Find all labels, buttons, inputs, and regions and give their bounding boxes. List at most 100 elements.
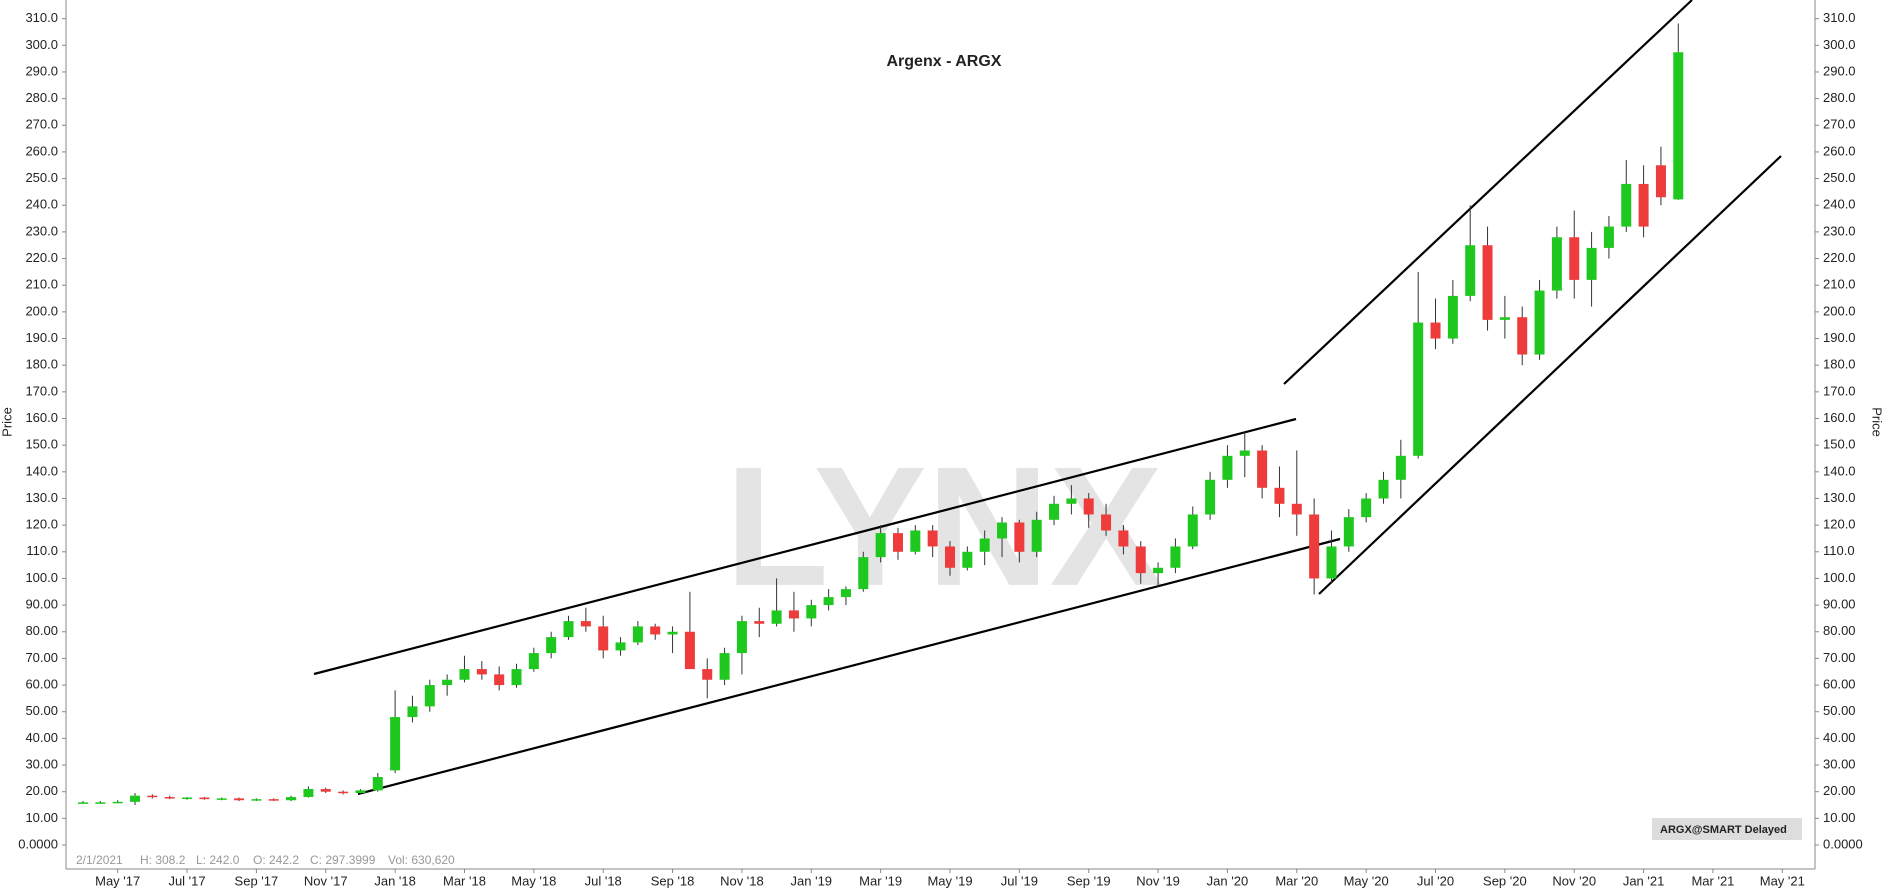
candle-body <box>979 538 990 552</box>
y-tick-label: 240.0 <box>25 197 58 212</box>
chart-title: Argenx - ARGX <box>887 53 1002 70</box>
candle-body <box>1014 522 1025 552</box>
y-tick-label: 180.0 <box>25 357 58 372</box>
y2-tick-label: 210.0 <box>1823 277 1856 292</box>
candle-body <box>1482 245 1493 320</box>
y2-tick-label: 150.0 <box>1823 437 1856 452</box>
x-tick-label: Jan '20 <box>1207 873 1249 888</box>
candle-body <box>1309 514 1320 579</box>
candle-body <box>1257 450 1268 488</box>
candle-body <box>546 637 557 654</box>
candle-body <box>528 653 539 670</box>
candle-body <box>1673 52 1684 200</box>
candle-body <box>1343 517 1354 547</box>
y2-tick-label: 180.0 <box>1823 357 1856 372</box>
candle-body <box>945 546 955 568</box>
x-tick-label: Nov '18 <box>720 873 764 888</box>
candle-body <box>667 631 678 635</box>
x-tick-label: Nov '19 <box>1136 873 1180 888</box>
y2-tick-label: 140.0 <box>1823 463 1856 478</box>
y2-tick-label: 130.0 <box>1823 490 1856 505</box>
y-tick-label: 40.00 <box>25 730 58 745</box>
candle-body <box>1430 322 1441 339</box>
candle-body <box>78 802 88 804</box>
candle-body <box>494 674 505 686</box>
candle-body <box>1586 247 1597 280</box>
x-tick-label: Nov '17 <box>304 873 348 888</box>
candle-body <box>251 799 262 801</box>
candle-body <box>840 589 851 598</box>
candle-body <box>1395 455 1406 480</box>
trend-lines <box>313 0 1782 796</box>
candle-body <box>1551 237 1562 291</box>
candle-body <box>1153 567 1164 574</box>
candle-body <box>736 621 747 654</box>
candle-body <box>1326 546 1337 579</box>
y-tick-label: 20.00 <box>25 783 58 798</box>
status-open: O: 242.2 <box>253 853 299 867</box>
candle-body <box>563 621 574 638</box>
y-tick-label: 290.0 <box>25 63 58 78</box>
x-tick-label: Jul '20 <box>1417 873 1454 888</box>
y-tick-label: 50.00 <box>25 703 58 718</box>
candle-body <box>407 706 418 718</box>
x-tick-label: Sep '19 <box>1067 873 1111 888</box>
candle-body <box>1638 183 1649 227</box>
candle-body <box>182 797 193 800</box>
x-tick-label: May '21 <box>1760 873 1805 888</box>
candle-body <box>1413 322 1424 456</box>
candle-body <box>112 801 123 804</box>
x-tick-label: Mar '20 <box>1275 873 1318 888</box>
y-tick-label: 200.0 <box>25 303 58 318</box>
candle-body <box>1135 546 1146 574</box>
y2-tick-label: 300.0 <box>1823 37 1856 52</box>
candle-body <box>892 533 903 552</box>
candle-body <box>234 798 245 801</box>
candle-body <box>788 610 799 619</box>
status-date: 2/1/2021 <box>76 853 123 867</box>
candle-body <box>372 777 383 791</box>
candle-body <box>459 669 470 680</box>
candle-body <box>1101 514 1112 531</box>
y-tick-label: 170.0 <box>25 383 58 398</box>
badge: ARGX@SMART Delayed <box>1660 824 1787 836</box>
trend-line <box>1283 0 1693 385</box>
candle-body <box>1066 498 1077 504</box>
candle-body <box>598 626 609 651</box>
candle-body <box>962 551 973 568</box>
y2-tick-label: 0.0000 <box>1823 836 1863 851</box>
y-tick-label: 220.0 <box>25 250 58 265</box>
y-tick-label: 230.0 <box>25 223 58 238</box>
candle-body <box>1239 450 1250 456</box>
candle-body <box>511 669 522 686</box>
trend-line <box>357 537 1341 796</box>
x-tick-label: Jan '21 <box>1623 873 1665 888</box>
y-tick-label: 140.0 <box>25 463 58 478</box>
candle-body <box>615 642 626 651</box>
y-tick-label: 150.0 <box>25 437 58 452</box>
y-tick-label: 260.0 <box>25 143 58 158</box>
y2-tick-label: 50.00 <box>1823 703 1856 718</box>
status-close: C: 297.3999 <box>310 853 376 867</box>
y-tick-label: 130.0 <box>25 490 58 505</box>
candle-body <box>1118 530 1129 547</box>
candle-body <box>806 605 817 619</box>
candle-body <box>1222 455 1233 480</box>
candle-body <box>1291 503 1302 515</box>
y2-tick-label: 80.00 <box>1823 623 1856 638</box>
candle-body <box>199 797 210 800</box>
x-tick-label: Jan '18 <box>374 873 416 888</box>
candle-body <box>338 791 349 794</box>
candle-body <box>997 522 1008 539</box>
candle-body <box>1447 295 1458 339</box>
status-low: L: 242.0 <box>196 853 240 867</box>
candle-body <box>1465 245 1476 296</box>
candle-body <box>1569 237 1580 280</box>
status-bar: 2/1/2021 H: 308.2 L: 242.0 O: 242.2 C: 2… <box>76 853 455 867</box>
x-tick-label: Jul '18 <box>585 873 622 888</box>
candle-body <box>1187 514 1198 547</box>
candle-body <box>216 798 227 800</box>
candle-body <box>632 626 643 643</box>
